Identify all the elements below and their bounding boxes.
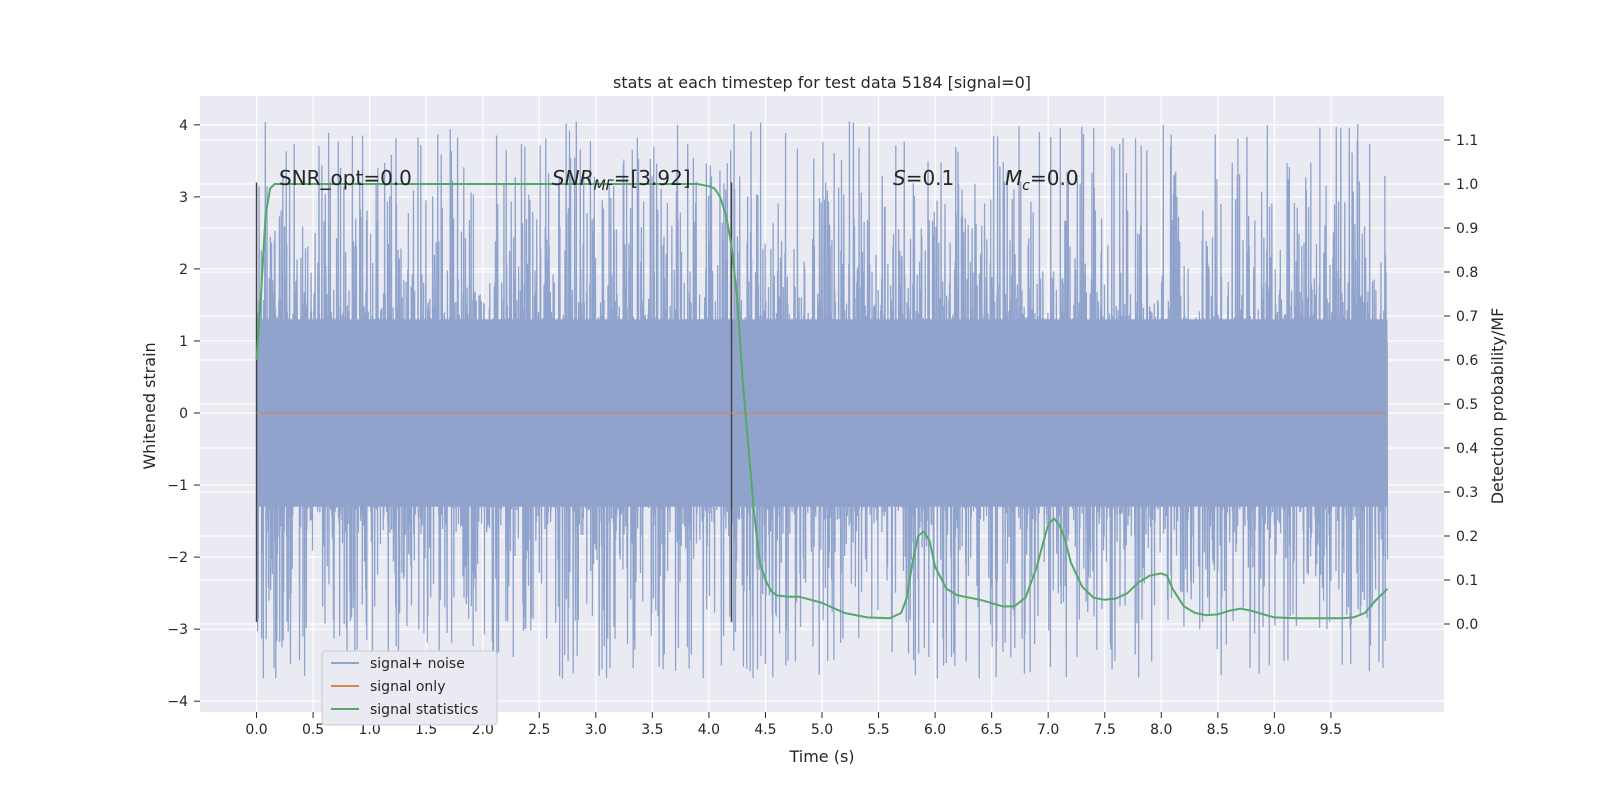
right-y-tick-label: 0.1 (1456, 573, 1478, 589)
vertical-markers (255, 182, 733, 622)
x-tick-label: 8.0 (1150, 722, 1172, 738)
y-tick-label: −1 (167, 478, 188, 494)
x-tick-label: 4.0 (698, 722, 720, 738)
mc-value: =0.0 (1030, 166, 1079, 190)
series-signal-statistics (255, 183, 1389, 620)
y-tick-label: −2 (167, 550, 188, 566)
noise-trace (255, 121, 1389, 679)
left-y-axis-ticks: 4 3 2 1 0 −1 −2 −3 −4 (167, 118, 200, 710)
x-tick-label: 1.0 (359, 722, 381, 738)
y-tick-label: −4 (167, 694, 188, 710)
snr-mf-symbol: SNR (552, 166, 594, 190)
right-y-axis-ticks: 1.1 1.0 0.9 0.8 0.7 0.6 0.5 0.4 0.3 0.2 0.1 0.0 (1444, 133, 1478, 633)
legend-box (321, 650, 498, 726)
x-tick-label: 0.0 (245, 722, 267, 738)
signal-statistics-line (255, 183, 1389, 620)
y-axis-label: Whitened strain (140, 342, 159, 469)
x-tick-label: 8.5 (1207, 722, 1229, 738)
right-y-tick-label: 0.4 (1456, 441, 1478, 457)
x-tick-label: 9.0 (1263, 722, 1285, 738)
x-tick-label: 4.5 (754, 722, 776, 738)
legend-label-signal-only: signal only (370, 679, 445, 695)
x-tick-label: 1.5 (415, 722, 437, 738)
x-axis-ticks: 0.0 0.5 1.0 1.5 2.0 2.5 3.0 3.5 4.0 4.5 5.0 5.5 6.0 6… (245, 712, 1342, 738)
s-value: =0.1 (906, 166, 955, 190)
x-tick-label: 7.0 (1037, 722, 1059, 738)
right-y-tick-label: 0.2 (1456, 529, 1478, 545)
right-y-tick-label: 0.3 (1456, 485, 1478, 501)
snr-mf-value: =[3.92] (614, 166, 691, 190)
x-tick-label: 5.5 (867, 722, 889, 738)
y-tick-label: 0 (179, 406, 188, 422)
x-tick-label: 2.0 (472, 722, 494, 738)
x-axis-label: Time (s) (788, 747, 854, 766)
legend-label-signal-noise: signal+ noise (370, 656, 465, 672)
right-y-tick-label: 0.5 (1456, 397, 1478, 413)
right-y-tick-label: 1.1 (1456, 133, 1478, 149)
mc-symbol: M (1005, 166, 1022, 190)
right-y-tick-label: 0.8 (1456, 265, 1478, 281)
right-y-tick-label: 0.0 (1456, 617, 1478, 633)
annotation-mc: Mc=0.0 (1005, 166, 1079, 194)
y-tick-label: 2 (179, 262, 188, 278)
annotation-s: S=0.1 (893, 166, 954, 190)
right-y-tick-label: 0.9 (1456, 221, 1478, 237)
right-y-tick-label: 0.6 (1456, 353, 1478, 369)
y-tick-label: 3 (179, 190, 188, 206)
legend: signal+ noise signal only signal statist… (321, 650, 498, 726)
x-tick-label: 5.0 (811, 722, 833, 738)
x-tick-label: 9.5 (1320, 722, 1342, 738)
x-tick-label: 3.0 (585, 722, 607, 738)
snr-mf-subscript: MF (594, 178, 615, 194)
annotation-snr-mf: SNRMF=[3.92] (552, 166, 691, 194)
x-tick-label: 2.5 (528, 722, 550, 738)
s-symbol: S (893, 166, 906, 190)
x-tick-label: 7.5 (1094, 722, 1116, 738)
right-y-tick-label: 1.0 (1456, 177, 1478, 193)
legend-label-signal-statistics: signal statistics (370, 702, 478, 718)
annotation-snr-opt: SNR_opt=0.0 (279, 166, 412, 190)
y-tick-label: 1 (179, 334, 188, 350)
right-y-tick-label: 0.7 (1456, 309, 1478, 325)
x-tick-label: 6.5 (981, 722, 1003, 738)
chart-title: stats at each timestep for test data 518… (613, 73, 1031, 92)
x-tick-label: 3.5 (641, 722, 663, 738)
x-tick-label: 0.5 (302, 722, 324, 738)
y-tick-label: 4 (179, 118, 188, 134)
x-tick-label: 6.0 (924, 722, 946, 738)
y-tick-label: −3 (167, 622, 188, 638)
right-y-axis-label: Detection probability/MF (1488, 308, 1507, 505)
mc-subscript: c (1022, 178, 1030, 194)
